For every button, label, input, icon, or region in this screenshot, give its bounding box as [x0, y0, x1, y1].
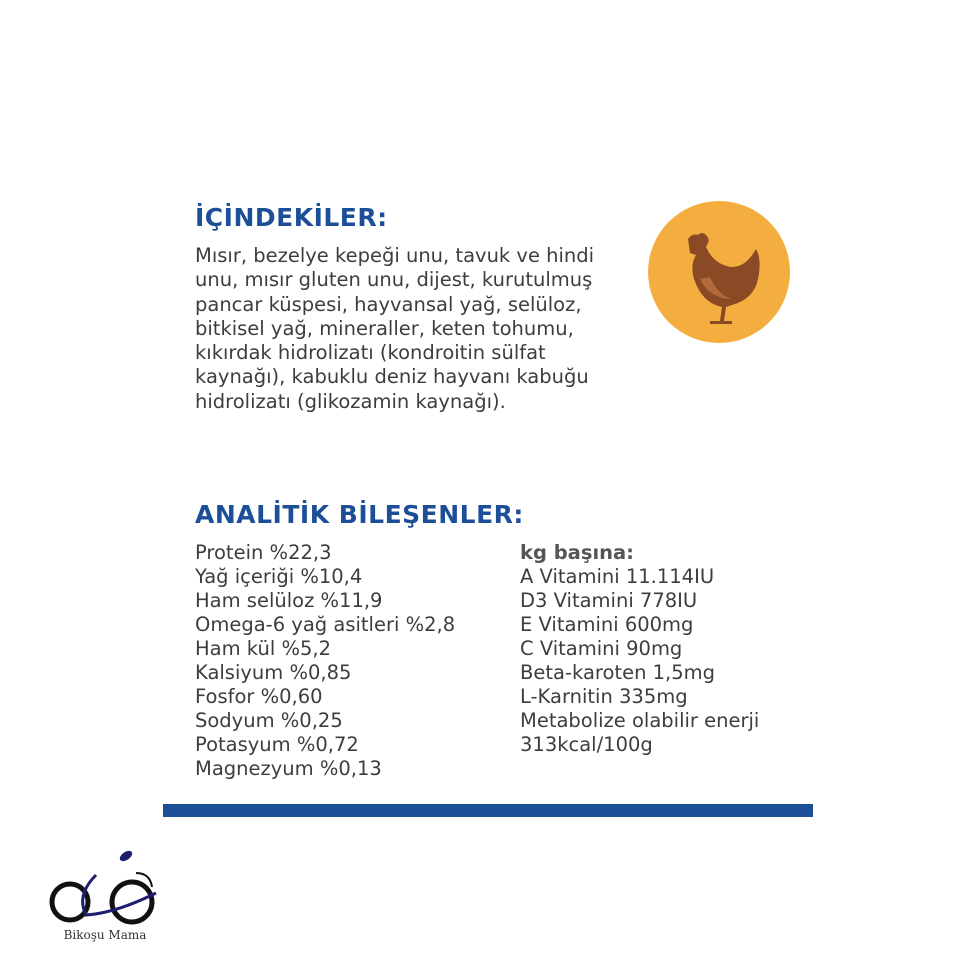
analytic-item: 313kcal/100g: [520, 733, 653, 756]
ingredients-line: unu, mısır gluten unu, dijest, kurutulmu…: [195, 268, 593, 292]
analytic-item: E Vitamini 600mg: [520, 613, 694, 636]
ingredients-line: pancar küspesi, hayvansal yağ, selüloz,: [195, 292, 582, 316]
analytic-item: Kalsiyum %0,85: [195, 661, 352, 684]
analytic-item: C Vitamini 90mg: [520, 637, 683, 660]
analytic-item: Potasyum %0,72: [195, 733, 359, 756]
analytic-item: Magnezyum %0,13: [195, 757, 382, 780]
analytic-item: A Vitamini 11.114IU: [520, 565, 715, 588]
blue-divider-bar: [163, 804, 813, 817]
chicken-icon: [648, 201, 790, 343]
ingredients-line: hidrolizatı (glikozamin kaynağı).: [195, 389, 506, 413]
watermark-text: Bikoşu Mama: [63, 928, 147, 942]
analytic-item: L-Karnitin 335mg: [520, 685, 688, 708]
analytic-item: Metabolize olabilir enerji: [520, 709, 760, 732]
analytics-left-list: Protein %22,3 Yağ içeriği %10,4 Ham selü…: [195, 541, 455, 781]
analytic-item: Omega-6 yağ asitleri %2,8: [195, 613, 456, 636]
ingredients-line: Mısır, bezelye kepeği unu, tavuk ve hind…: [195, 244, 595, 267]
ingredients-line: kıkırdak hidrolizatı (kondroitin sülfat: [195, 341, 546, 365]
analytic-item: Fosfor %0,60: [195, 685, 323, 708]
analytic-item: Sodyum %0,25: [195, 709, 343, 732]
ingredients-line: bitkisel yağ, mineraller, keten tohumu,: [195, 316, 574, 340]
analytic-item: Yağ içeriği %10,4: [195, 565, 363, 588]
per-kg-heading: kg başına:: [520, 541, 634, 564]
analytics-title: ANALİTİK BİLEŞENLER:: [195, 500, 524, 529]
bicycle-logo-icon: [49, 850, 157, 925]
analytics-right-list: kg başına: A Vitamini 11.114IU D3 Vitami…: [520, 541, 759, 757]
ingredients-text: Mısır, bezelye kepeği unu, tavuk ve hind…: [195, 244, 594, 414]
analytic-item: D3 Vitamini 778IU: [520, 589, 698, 612]
ingredients-title: İÇİNDEKİLER:: [195, 203, 388, 232]
analytic-item: Beta-karoten 1,5mg: [520, 661, 716, 684]
analytic-item: Ham kül %5,2: [195, 637, 332, 660]
analytic-item: Ham selüloz %11,9: [195, 589, 383, 612]
analytic-item: Protein %22,3: [195, 541, 332, 564]
ingredients-line: kaynağı), kabuklu deniz hayvanı kabuğu: [195, 365, 589, 389]
